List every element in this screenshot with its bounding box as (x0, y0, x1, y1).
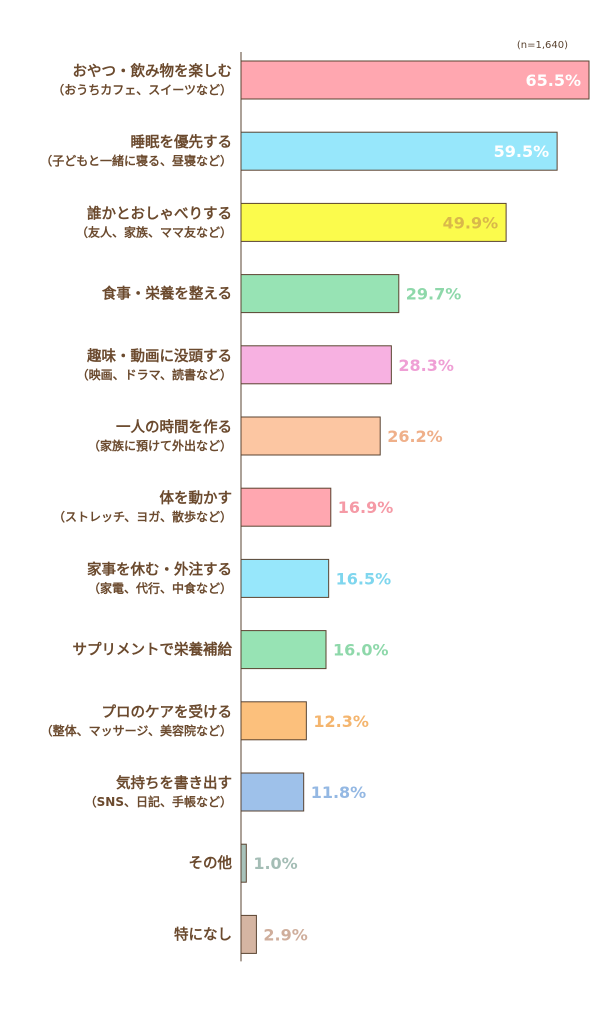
bar-6 (240, 416, 381, 456)
category-sublabel: （SNS、日記、手帳など） (85, 794, 232, 809)
bar-8 (240, 558, 330, 598)
category-label: おやつ・飲み物を楽しむ (73, 62, 233, 80)
data-label: 12.3% (313, 712, 369, 731)
category-sublabel: （子どもと一緒に寝る、昼寝など） (40, 153, 232, 168)
category-label: その他 (189, 854, 233, 872)
category-sublabel: （家族に預けて外出など） (88, 438, 232, 453)
data-label: 1.0% (253, 854, 297, 873)
bars-group: おやつ・飲み物を楽しむ （おうちカフェ、スイーツなど） 65.5% 睡眠を優先する （子… (40, 60, 590, 954)
data-label: 16.0% (333, 641, 389, 660)
bar-12 (240, 843, 247, 883)
data-label: 16.5% (336, 569, 392, 588)
category-label: 趣味・動画に没頭する (86, 347, 232, 365)
data-label: 29.7% (406, 285, 462, 304)
bar-13 (240, 914, 257, 954)
data-label: 49.9% (443, 213, 499, 232)
data-label: 16.9% (338, 498, 394, 517)
data-label: 65.5% (525, 71, 581, 90)
bar-2 (240, 131, 558, 171)
bar-9 (240, 630, 327, 670)
category-label: 家事を休む・外注する (87, 560, 232, 578)
data-label: 11.8% (311, 783, 367, 802)
bar-7 (240, 487, 332, 527)
category-label: 食事・栄養を整える (102, 285, 232, 303)
bar-4 (240, 274, 400, 314)
bar-3 (240, 202, 507, 242)
category-sublabel: （友人、家族、ママ友など） (76, 224, 232, 239)
category-label: 誰かとおしゃべりする (87, 204, 232, 222)
category-sublabel: （家電、代行、中食など） (88, 580, 232, 595)
bar-5 (240, 345, 392, 385)
data-label: 26.2% (387, 427, 443, 446)
category-label: 一人の時間を作る (116, 418, 232, 436)
category-sublabel: （ストレッチ、ヨガ、散歩など） (53, 509, 232, 524)
category-sublabel: （整体、マッサージ、美容院など） (41, 723, 232, 738)
sample-size-note: (n=1,640) (517, 40, 568, 51)
category-label: 睡眠を優先する (131, 133, 233, 151)
category-label: サプリメントで栄養補給 (73, 641, 233, 659)
category-sublabel: （おうちカフェ、スイーツなど） (52, 82, 232, 97)
data-label: 28.3% (398, 356, 454, 375)
category-label: 体を動かす (160, 489, 233, 507)
category-label: 気持ちを書き出す (116, 774, 232, 792)
data-label: 2.9% (263, 925, 307, 944)
bar-11 (240, 772, 305, 812)
data-label: 59.5% (494, 142, 550, 161)
category-sublabel: （映画、ドラマ、読書など） (77, 367, 232, 382)
bar-10 (240, 701, 307, 741)
category-label: 特になし (174, 925, 232, 943)
category-label: プロのケアを受ける (102, 703, 233, 721)
bar-1 (240, 60, 590, 100)
